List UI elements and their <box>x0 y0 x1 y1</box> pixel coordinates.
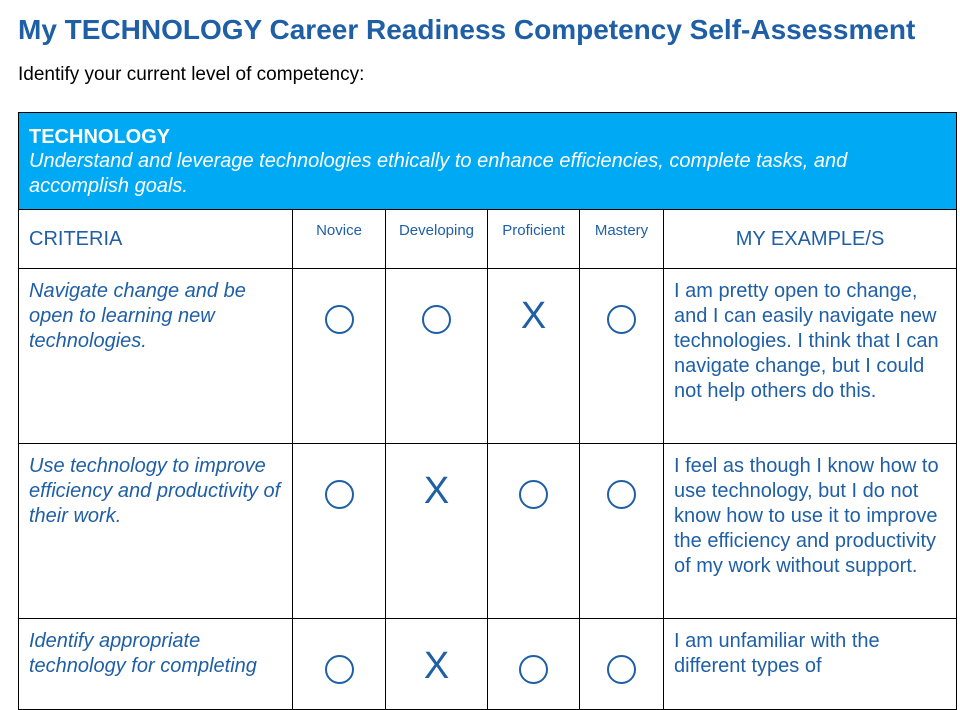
level-header-novice: Novice <box>292 209 386 269</box>
mark-cell-mastery[interactable] <box>579 443 664 619</box>
table-row: Use technology to improve efficiency and… <box>18 443 958 619</box>
level-header-mastery: Mastery <box>579 209 664 269</box>
page-subtitle: Identify your current level of competenc… <box>18 64 365 85</box>
empty-circle-icon <box>519 655 548 684</box>
empty-circle-icon <box>607 655 636 684</box>
examples-header: MY EXAMPLE/S <box>662 209 958 269</box>
competency-banner: TECHNOLOGY Understand and leverage techn… <box>17 112 958 210</box>
competency-description: Understand and leverage technologies eth… <box>29 150 848 197</box>
criteria-header: CRITERIA <box>18 209 293 269</box>
empty-circle-icon <box>607 480 636 509</box>
mark-cell-proficient[interactable]: X <box>487 268 580 444</box>
page-title: My TECHNOLOGY Career Readiness Competenc… <box>18 14 916 45</box>
mark-cell-mastery[interactable] <box>579 618 664 710</box>
level-header-proficient: Proficient <box>487 209 580 269</box>
mark-cell-novice[interactable] <box>292 443 386 619</box>
selected-x-mark: X <box>423 470 450 512</box>
mark-cell-proficient[interactable] <box>487 443 580 619</box>
empty-circle-icon <box>422 305 451 334</box>
mark-cell-mastery[interactable] <box>579 268 664 444</box>
table-row: Identify appropriate technology for comp… <box>18 618 958 710</box>
level-header-developing: Developing <box>385 209 488 269</box>
header-row: CRITERIA Novice Developing Proficient Ma… <box>18 209 958 269</box>
empty-circle-icon <box>324 480 354 509</box>
table-row: Navigate change and be open to learning … <box>18 268 958 444</box>
criteria-cell: Navigate change and be open to learning … <box>18 268 293 444</box>
mark-cell-developing[interactable]: X <box>385 443 488 619</box>
empty-circle-icon <box>607 305 636 334</box>
competency-title: TECHNOLOGY <box>29 126 171 148</box>
criteria-cell: Identify appropriate technology for comp… <box>18 618 293 710</box>
example-cell[interactable]: I am unfamiliar with the different types… <box>662 618 958 710</box>
mark-cell-novice[interactable] <box>292 268 386 444</box>
empty-circle-icon <box>324 655 354 684</box>
criteria-cell: Use technology to improve efficiency and… <box>18 443 293 619</box>
mark-cell-developing[interactable] <box>385 268 488 444</box>
empty-circle-icon <box>519 480 548 509</box>
mark-cell-novice[interactable] <box>292 618 386 710</box>
empty-circle-icon <box>324 305 354 334</box>
mark-cell-developing[interactable]: X <box>385 618 488 710</box>
selected-x-mark: X <box>520 295 547 337</box>
example-cell[interactable]: I feel as though I know how to use techn… <box>662 443 958 619</box>
selected-x-mark: X <box>423 645 450 687</box>
example-cell[interactable]: I am pretty open to change, and I can ea… <box>662 268 958 444</box>
mark-cell-proficient[interactable] <box>487 618 580 710</box>
assessment-table: TECHNOLOGY Understand and leverage techn… <box>17 112 958 710</box>
